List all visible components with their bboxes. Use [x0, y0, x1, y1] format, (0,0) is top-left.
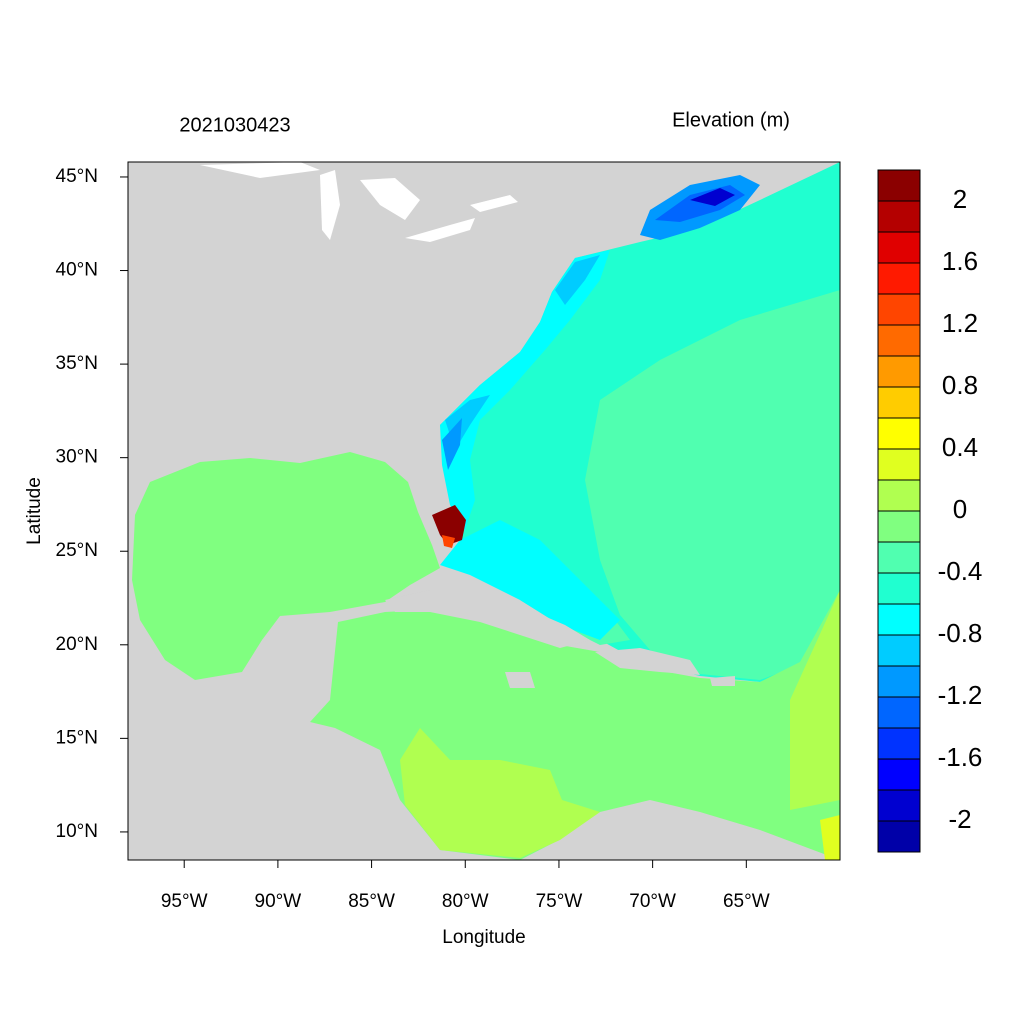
colorbar-box: [877, 541, 921, 574]
colorbar-label: 0.4: [942, 432, 978, 462]
y-tick-label: 10°N: [56, 821, 98, 842]
x-tick-label: 70°W: [629, 891, 676, 912]
colorbar-box: [877, 572, 921, 605]
florida-surge: [442, 535, 455, 548]
colorbar-box: [877, 324, 921, 357]
colorbar-box: [877, 510, 921, 543]
colorbar-box: [877, 820, 921, 853]
colorbar-label: 0.8: [942, 370, 978, 400]
colorbar-box: [877, 169, 921, 202]
y-axis-label: Latitude: [24, 477, 45, 545]
y-tick-label: 30°N: [56, 447, 98, 468]
lake: [320, 170, 340, 240]
atlantic-ocean-deep: [585, 290, 840, 680]
shelf-water-deep: [555, 255, 600, 305]
colorbar-label: -1.2: [938, 680, 983, 710]
lake: [470, 195, 518, 212]
island: [385, 590, 590, 648]
colorbar-box: [877, 758, 921, 791]
colorbar-box: [877, 231, 921, 264]
x-tick-label: 90°W: [255, 891, 302, 912]
colorbar-box: [877, 603, 921, 636]
colorbar-box: [877, 293, 921, 326]
lake: [360, 178, 420, 220]
x-tick-label: 65°W: [723, 891, 770, 912]
island: [505, 672, 535, 688]
x-tick-label: 75°W: [536, 891, 583, 912]
colorbar-box: [877, 789, 921, 822]
colorbar-label: 2: [953, 184, 967, 214]
y-tick-label: 25°N: [56, 540, 98, 561]
gulf-of-mexico: [132, 452, 440, 680]
colorbar-box: [877, 696, 921, 729]
chart-subtitle: Elevation (m): [672, 109, 790, 131]
y-tick-label: 35°N: [56, 353, 98, 374]
colorbar-label: -1.6: [938, 742, 983, 772]
colorbar-box: [877, 417, 921, 450]
colorbar-label: 1.6: [942, 246, 978, 276]
map: [128, 162, 840, 860]
chart-title: 2021030423: [179, 114, 290, 136]
colorbar-label: -2: [948, 804, 971, 834]
colorbar-box: [877, 634, 921, 667]
y-tick-label: 40°N: [56, 260, 98, 281]
colorbar-box: [877, 665, 921, 698]
gulf-of-maine: [690, 188, 735, 206]
y-tick-label: 45°N: [56, 166, 98, 187]
colorbar-box: [877, 727, 921, 760]
colorbar-box: [877, 386, 921, 419]
y-tick-label: 15°N: [56, 727, 98, 748]
colorbar-box: [877, 200, 921, 233]
island: [710, 676, 735, 686]
x-tick-label: 85°W: [348, 891, 395, 912]
shelf-water: [440, 250, 610, 530]
colorbar-label: -0.4: [938, 556, 983, 586]
lake: [200, 162, 320, 178]
x-tick-label: 80°W: [442, 891, 489, 912]
florida-surge: [432, 505, 466, 545]
colorbar-box: [877, 355, 921, 388]
colorbar-label: 1.2: [942, 308, 978, 338]
x-tick-label: 95°W: [161, 891, 208, 912]
colorbar-label: -0.8: [938, 618, 983, 648]
shelf-water-deeper: [442, 418, 462, 470]
lake: [405, 218, 475, 242]
x-axis-label: Longitude: [442, 927, 525, 948]
colorbar-box: [877, 262, 921, 295]
colorbar-box: [877, 448, 921, 481]
island: [595, 648, 700, 675]
colorbar-label: 0: [953, 494, 967, 524]
colorbar-box: [877, 479, 921, 512]
plot-frame: [127, 161, 841, 861]
caribbean-sea-south: [790, 590, 840, 810]
caribbean-sea-east: [820, 815, 840, 860]
y-tick-label: 20°N: [56, 634, 98, 655]
shelf-water-bahamas: [440, 520, 620, 640]
caribbean-sea-south: [400, 728, 600, 858]
